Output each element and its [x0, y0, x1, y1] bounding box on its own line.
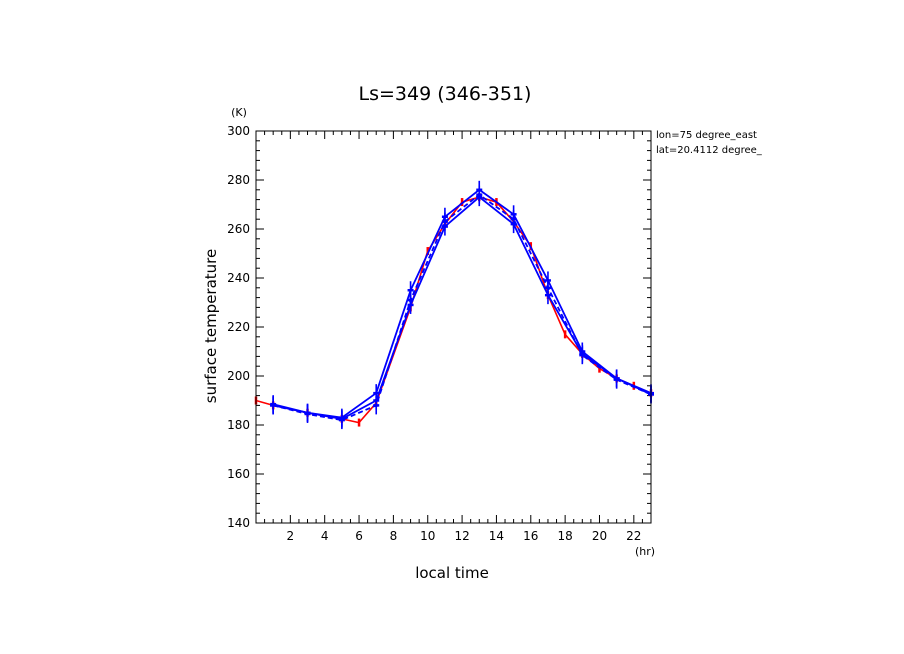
- series-line: [272, 193, 652, 422]
- y-axis-label: surface temperature: [202, 249, 220, 404]
- x-tick-label: 10: [420, 529, 435, 543]
- x-tick-label: 8: [390, 529, 398, 543]
- x-tick-label: 6: [355, 529, 363, 543]
- chart-title: Ls=349 (346-351): [359, 83, 532, 105]
- series-3: [270, 185, 654, 430]
- annotation-lon: lon=75 degree_east: [656, 130, 757, 141]
- x-axis-label: local time: [415, 564, 489, 582]
- y-tick-label: 180: [227, 418, 250, 432]
- x-tick-label: 14: [489, 529, 504, 543]
- x-unit-label: (hr): [635, 545, 655, 558]
- series-line: [255, 196, 652, 424]
- y-tick-label: 240: [227, 271, 250, 285]
- y-tick-label: 300: [227, 124, 250, 138]
- series-layer: [254, 180, 654, 430]
- x-tick-label: 18: [557, 529, 572, 543]
- series-0: [254, 193, 653, 427]
- x-tick-label: 12: [454, 529, 469, 543]
- x-tick-label: 22: [626, 529, 641, 543]
- x-tick-label: 20: [592, 529, 607, 543]
- tick-labels: 2 4 6 8 10 12 14 16 18 20 22 140 160 180 200 220 240 260 2…: [227, 124, 641, 543]
- annotation-lat: lat=20.4112 degree_: [656, 145, 763, 156]
- plot-frame: [255, 130, 652, 524]
- series-line: [273, 195, 652, 420]
- y-unit-label: (K): [231, 106, 247, 119]
- y-tick-label: 160: [227, 467, 250, 481]
- series-1: [270, 188, 654, 428]
- y-tick-label: 200: [227, 369, 250, 383]
- series-line: [272, 188, 652, 419]
- axis-ticks: [255, 130, 652, 524]
- y-tick-label: 280: [227, 173, 250, 187]
- y-tick-label: 260: [227, 222, 250, 236]
- series-2: [270, 180, 654, 427]
- x-tick-label: 2: [287, 529, 295, 543]
- x-tick-label: 4: [321, 529, 329, 543]
- y-tick-label: 140: [227, 516, 250, 530]
- x-tick-label: 16: [523, 529, 538, 543]
- y-tick-label: 220: [227, 320, 250, 334]
